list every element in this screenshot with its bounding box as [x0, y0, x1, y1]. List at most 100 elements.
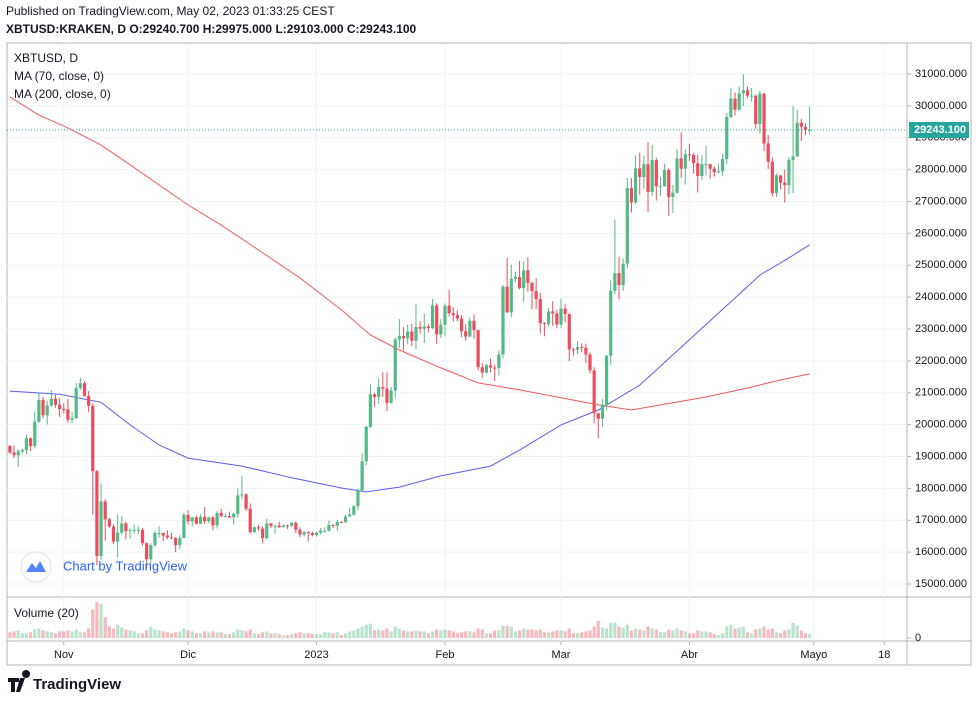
- y-tick-label: 21000.000: [915, 387, 967, 399]
- candle-body: [111, 526, 116, 542]
- y-tick-label: 24000.000: [915, 291, 967, 303]
- candle-body: [799, 122, 803, 127]
- volume-bar: [662, 632, 667, 638]
- volume-bar: [331, 633, 335, 638]
- volume-bar: [683, 631, 687, 638]
- candle-body: [750, 95, 754, 97]
- candle-body: [447, 305, 451, 314]
- candle-body: [534, 291, 538, 300]
- candle-body: [219, 512, 223, 517]
- volume-bar: [480, 629, 484, 638]
- volume-bar: [49, 632, 53, 638]
- volume-bar: [401, 630, 406, 638]
- volume-bar: [327, 632, 331, 638]
- volume-bar: [66, 630, 70, 638]
- volume-bar: [211, 631, 215, 638]
- volume-bar: [91, 609, 95, 638]
- candle-body: [588, 354, 592, 371]
- candle-body: [410, 331, 414, 341]
- volume-bar: [149, 626, 153, 638]
- candle-body: [240, 494, 244, 496]
- volume-bar: [468, 631, 472, 638]
- volume-bar: [377, 629, 381, 638]
- candle-body: [310, 532, 314, 535]
- volume-bar: [406, 631, 410, 638]
- candle-body: [49, 398, 53, 406]
- volume-bar: [389, 631, 393, 638]
- candle-body: [737, 93, 741, 110]
- candle-body: [721, 159, 725, 172]
- candle-body: [389, 390, 393, 403]
- volume-bar: [414, 630, 418, 638]
- candle-body: [124, 523, 128, 532]
- volume-bar: [302, 633, 306, 638]
- y-tick-label: 16000.000: [915, 546, 967, 558]
- volume-bar: [12, 631, 16, 638]
- candle-body: [779, 175, 783, 183]
- candle-body: [571, 349, 576, 351]
- volume-bar: [87, 628, 91, 638]
- volume-bar: [310, 634, 314, 638]
- candle-body: [716, 171, 721, 173]
- candle-body: [795, 122, 799, 157]
- y-tick-label: 20000.000: [915, 419, 967, 431]
- candle-body: [273, 525, 277, 527]
- candle-body: [803, 126, 808, 131]
- volume-bar: [679, 630, 683, 638]
- volume-bar: [178, 631, 182, 638]
- candle-body: [372, 394, 377, 397]
- candle-body: [617, 273, 621, 286]
- volume-bar: [658, 632, 663, 638]
- candle-body: [377, 387, 381, 397]
- volume-bar: [696, 630, 700, 638]
- x-tick-label: Nov: [54, 649, 74, 661]
- candle-body: [679, 158, 683, 169]
- candle-body: [252, 527, 256, 533]
- volume-bar: [459, 632, 464, 638]
- candle-body: [662, 169, 667, 187]
- volume-bar: [343, 633, 348, 638]
- volume-bar: [422, 631, 426, 638]
- volume-bar: [41, 630, 45, 638]
- volume-bar: [563, 631, 567, 638]
- candle-body: [169, 537, 174, 539]
- volume-bar: [426, 633, 431, 638]
- candle-body: [522, 270, 526, 289]
- candle-body: [269, 523, 273, 526]
- candle-body: [215, 512, 219, 526]
- candle-body: [190, 517, 194, 522]
- volume-bar: [538, 629, 542, 638]
- y-tick-label: 23000.000: [915, 323, 967, 335]
- volume-bar: [348, 631, 352, 638]
- candle-body: [290, 522, 294, 526]
- volume-bar: [174, 632, 178, 638]
- volume-bar: [774, 632, 779, 638]
- candle-body: [45, 405, 49, 416]
- volume-bar: [20, 633, 24, 638]
- ohlc-header: XBTUSD:KRAKEN, D O:29240.700 H:29975.000…: [6, 22, 417, 36]
- volume-bar: [613, 622, 617, 638]
- candle-body: [621, 263, 625, 286]
- volume-bar: [265, 631, 269, 638]
- volume-bar: [269, 633, 273, 638]
- candle-body: [116, 532, 120, 542]
- volume-bar: [795, 625, 799, 638]
- volume-bar: [546, 632, 551, 638]
- volume-bar: [248, 629, 252, 638]
- volume-bar: [368, 623, 372, 638]
- candle-body: [745, 90, 750, 96]
- y-tick-label: 30000.000: [915, 100, 967, 112]
- candle-body: [667, 169, 671, 198]
- volume-bar: [600, 627, 605, 638]
- candle-body: [567, 314, 571, 350]
- volume-bar: [128, 630, 132, 638]
- volume-bar: [687, 633, 692, 638]
- volume-bar: [273, 633, 277, 638]
- volume-bar: [522, 628, 526, 638]
- candle-body: [551, 311, 555, 314]
- volume-bar: [182, 628, 186, 638]
- volume-bar: [298, 632, 302, 638]
- candle-body: [480, 367, 484, 373]
- candle-body: [265, 523, 269, 539]
- candle-body: [285, 525, 290, 527]
